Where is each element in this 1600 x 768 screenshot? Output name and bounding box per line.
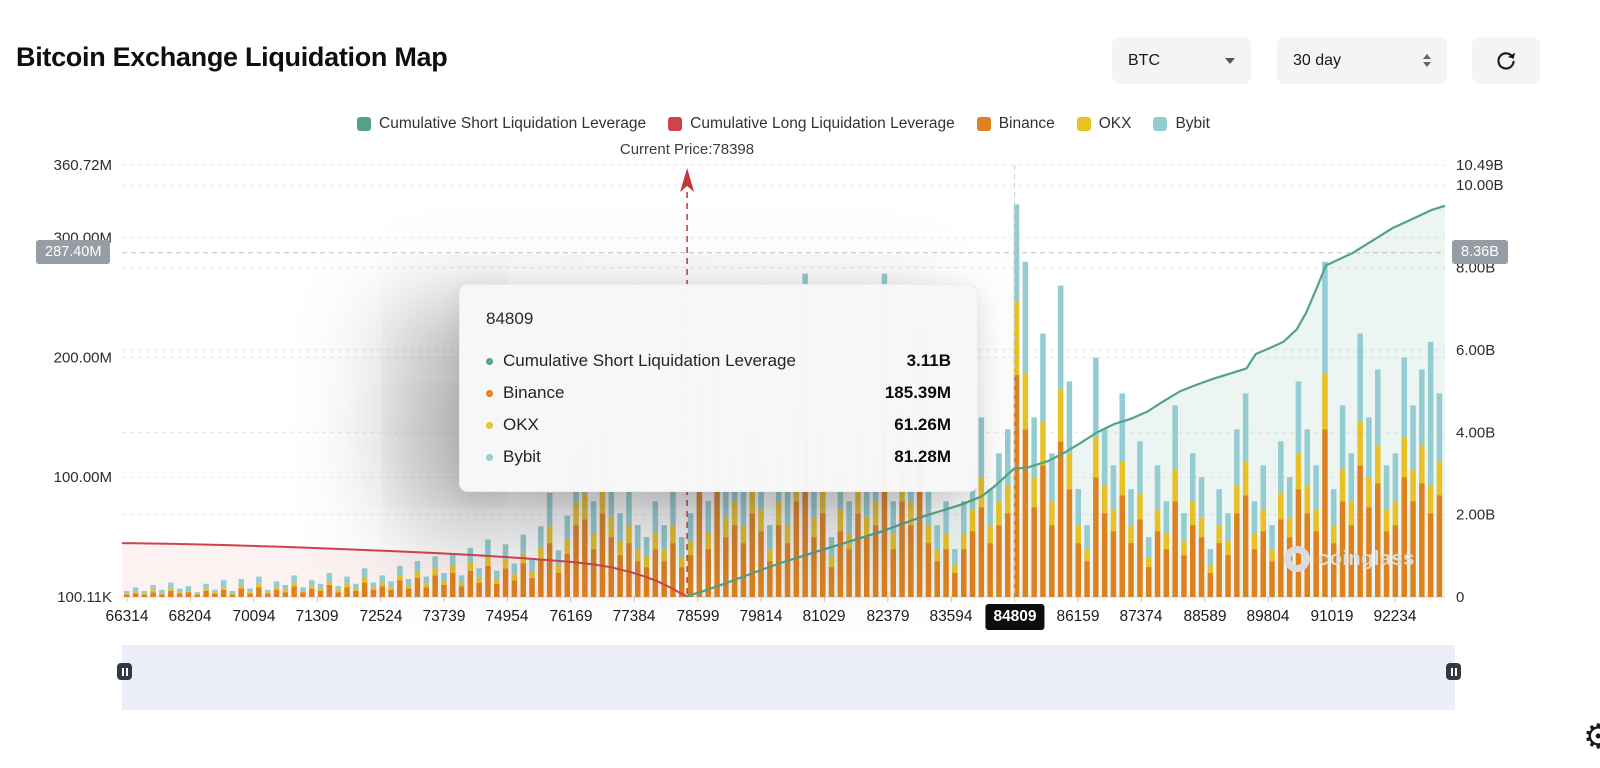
x-axis-label: 71309 [295,608,339,625]
x-axis-label: 70094 [232,608,276,625]
legend-swatch-icon [1076,117,1091,131]
x-axis-label: 83594 [929,608,973,625]
legend-item-label: Cumulative Long Liquidation Leverage [690,115,955,132]
y-axis-label-left: 100.00M [54,469,112,486]
x-axis-label: 82379 [866,608,910,625]
long-area [122,543,687,597]
x-axis-label: 78599 [676,608,720,625]
okx-marker-icon [486,421,493,429]
y-axis-label-right: 10.00B [1456,177,1504,194]
y-axis-label-left: 360.72M [54,157,112,174]
x-axis-label: 92234 [1373,608,1417,625]
coin-select[interactable]: BTC [1112,37,1251,84]
x-axis-label: 86159 [1056,608,1100,625]
pause-icon [1450,667,1457,676]
legend-item-label: Bybit [1175,115,1210,132]
x-axis-label: 74954 [485,608,529,625]
tooltip-row-value: 61.26M [894,415,951,434]
current-price-arrow-icon [680,168,695,192]
legend-item-label: Cumulative Short Liquidation Leverage [379,115,647,132]
brush-right-handle[interactable] [1446,663,1461,680]
tooltip-row-label: OKX [503,415,539,434]
crosshair-left-badge: 287.40M [36,240,111,264]
x-axis-label: 89804 [1246,608,1290,625]
refresh-button[interactable] [1472,37,1540,84]
y-axis-label-right: 6.00B [1456,342,1495,359]
coinglass-logo-icon [1284,546,1310,572]
refresh-icon [1497,51,1516,70]
tooltip-row-label: Binance [503,383,565,402]
legend-swatch-icon [976,117,991,131]
legend-item[interactable]: Cumulative Short Liquidation Leverage [357,115,646,133]
legend-item[interactable]: Binance [976,115,1055,133]
x-axis-label: 87374 [1119,608,1163,625]
bybit-marker-icon [486,453,493,461]
legend-item-label: Binance [998,115,1055,132]
x-axis-label: 72524 [359,608,403,625]
watermark: coinglass [1284,546,1415,572]
period-select[interactable]: 30 day [1277,37,1447,84]
tooltip-row: Cumulative Short Liquidation Leverage 3.1… [486,345,951,377]
short-line [686,204,1446,598]
tooltip-row: Binance 185.39M [486,377,951,409]
page-title: Bitcoin Exchange Liquidation Map [16,42,448,72]
chevron-down-icon [1225,57,1235,64]
legend-swatch-icon [668,117,683,131]
y-axis-label-right: 4.00B [1456,424,1495,441]
brush-left-handle[interactable] [117,663,132,680]
legend-swatch-icon [1153,117,1168,131]
chart-tooltip: 84809 Cumulative Short Liquidation Lever… [459,284,978,492]
chevron-up-icon [1423,54,1431,59]
tooltip-row-label: Bybit [503,447,541,466]
brush-track[interactable] [117,645,1461,710]
spinner-icons [1423,54,1431,67]
long-line [121,542,688,598]
legend-item-label: OKX [1098,115,1132,132]
chart-legend: Cumulative Short Liquidation Leverage Cum… [122,115,1445,133]
legend-item[interactable]: Bybit [1153,115,1210,133]
x-axis-label: 68204 [168,608,212,625]
binance-marker-icon [486,389,493,397]
x-axis-label: 81029 [802,608,846,625]
gridlines [122,164,1445,598]
crosshair-right-badge: 8.36B [1452,240,1508,264]
tooltip-row-value: 185.39M [884,383,951,402]
x-axis-label: 76169 [549,608,593,625]
tooltip-title: 84809 [486,309,534,328]
tooltip-row-value: 3.11B [906,351,951,370]
y-axis-label-left: 100.11K [57,589,112,606]
watermark-text: coinglass [1318,547,1415,570]
period-select-value: 30 day [1293,51,1342,69]
x-axis-label: 73739 [422,608,466,625]
x-axis-label: 91019 [1310,608,1354,625]
coin-select-value: BTC [1128,51,1160,69]
chevron-down-icon [1423,62,1431,67]
y-axis-label-right: 0 [1456,589,1464,606]
tooltip-row-label: Cumulative Short Liquidation Leverage [503,351,796,370]
x-axis-label: 79814 [739,608,783,625]
y-axis-labels: 360.72M300.00M200.00M100.00M100.11K10.49… [54,157,1504,606]
short-area [686,205,1445,598]
short-marker-icon [486,357,493,365]
legend-item[interactable]: OKX [1076,115,1132,133]
pause-icon [121,667,128,676]
legend-item[interactable]: Cumulative Long Liquidation Leverage [668,115,955,133]
y-axis-label-right: 2.00B [1456,507,1495,524]
x-axis: 66314 68204 70094 71309 72524 73739 74954 76169… [0,604,1600,640]
x-axis-label-highlighted: 84809 [985,604,1045,630]
settings-gear-icon[interactable]: ⚙ [1583,718,1600,756]
x-axis-label: 66314 [105,608,149,625]
legend-swatch-icon [357,117,372,131]
current-price-label: Current Price:78398 [619,141,755,158]
y-axis-label-right: 10.49B [1456,157,1504,174]
x-axis-label: 88589 [1183,608,1227,625]
tooltip-row: Bybit 81.28M [486,441,951,473]
y-axis-label-left: 200.00M [54,350,112,367]
tooltip-rows: Cumulative Short Liquidation Leverage 3.1… [486,345,951,473]
tooltip-row: OKX 61.26M [486,409,951,441]
x-axis-label: 77384 [612,608,656,625]
tooltip-row-value: 81.28M [894,447,951,466]
